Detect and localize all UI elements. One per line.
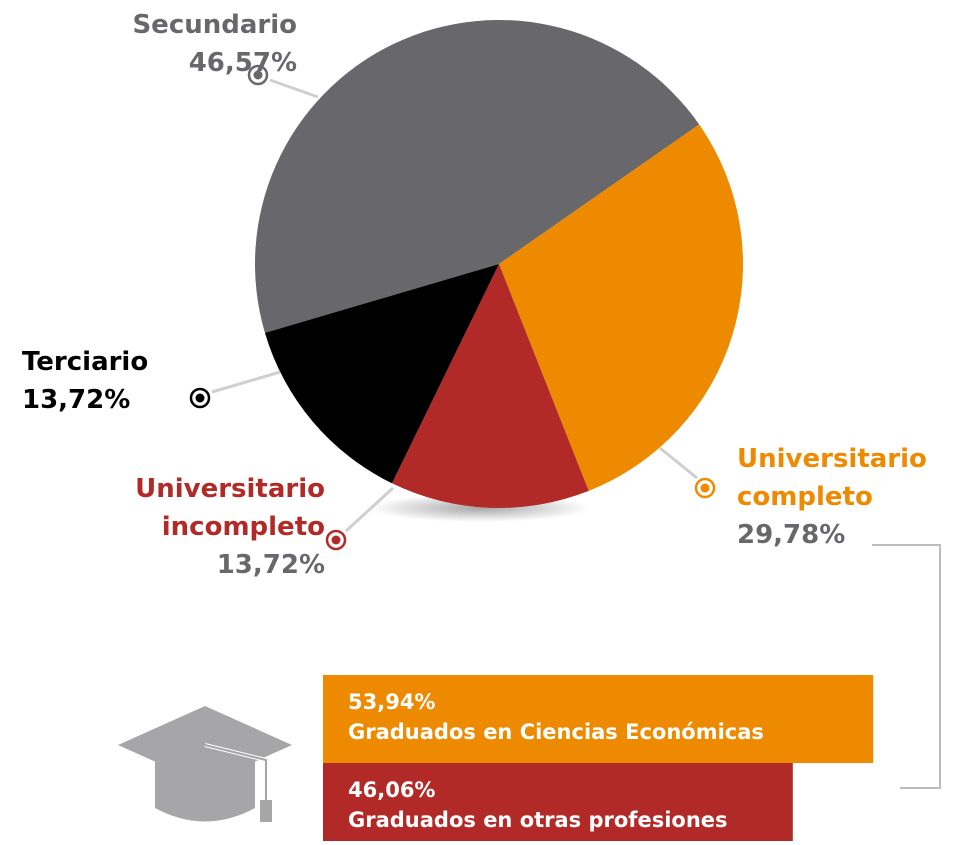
slice-label: Secundario 46,57% [132,6,297,82]
graduation-cap [118,706,292,822]
value-label: 29,78% [737,520,846,550]
connector [872,544,941,789]
category-label: Secundario [132,10,297,40]
value-label: 53,94% [348,690,436,714]
bar [323,675,874,763]
category-label: Universitario completo [737,444,927,512]
value-label: 46,57% [188,48,297,78]
value-label: 13,72% [216,550,325,580]
pie [255,20,743,508]
bar [323,763,793,841]
label-marker-dot [331,535,341,545]
pie-slice [391,264,589,508]
label-marker-dot [195,393,205,403]
bar-text: 53,94% Graduados en Ciencias Económicas [348,687,764,747]
pie-slice [255,20,700,333]
leader-line [269,78,319,99]
category-label: Terciario [22,347,149,377]
pie-slice [499,124,743,491]
leader-line [211,370,281,394]
leader-line [659,446,698,480]
label-marker-dot [253,70,263,80]
pie-slice [264,264,499,484]
value-label: 13,72% [22,385,131,415]
slice-label: Universitario incompleto 13,72% [110,470,325,584]
label-marker-dot [700,483,710,493]
category-label: Universitario incompleto [135,474,325,542]
bar-text: 46,06% Graduados en otras profesiones [348,775,728,835]
category-label: Graduados en Ciencias Económicas [348,720,764,744]
category-label: Graduados en otras profesiones [348,808,728,832]
leader-line [344,486,395,533]
slice-label: Universitario completo 29,78% [737,440,952,554]
slice-label: Terciario 13,72% [22,343,148,419]
value-label: 46,06% [348,778,436,802]
